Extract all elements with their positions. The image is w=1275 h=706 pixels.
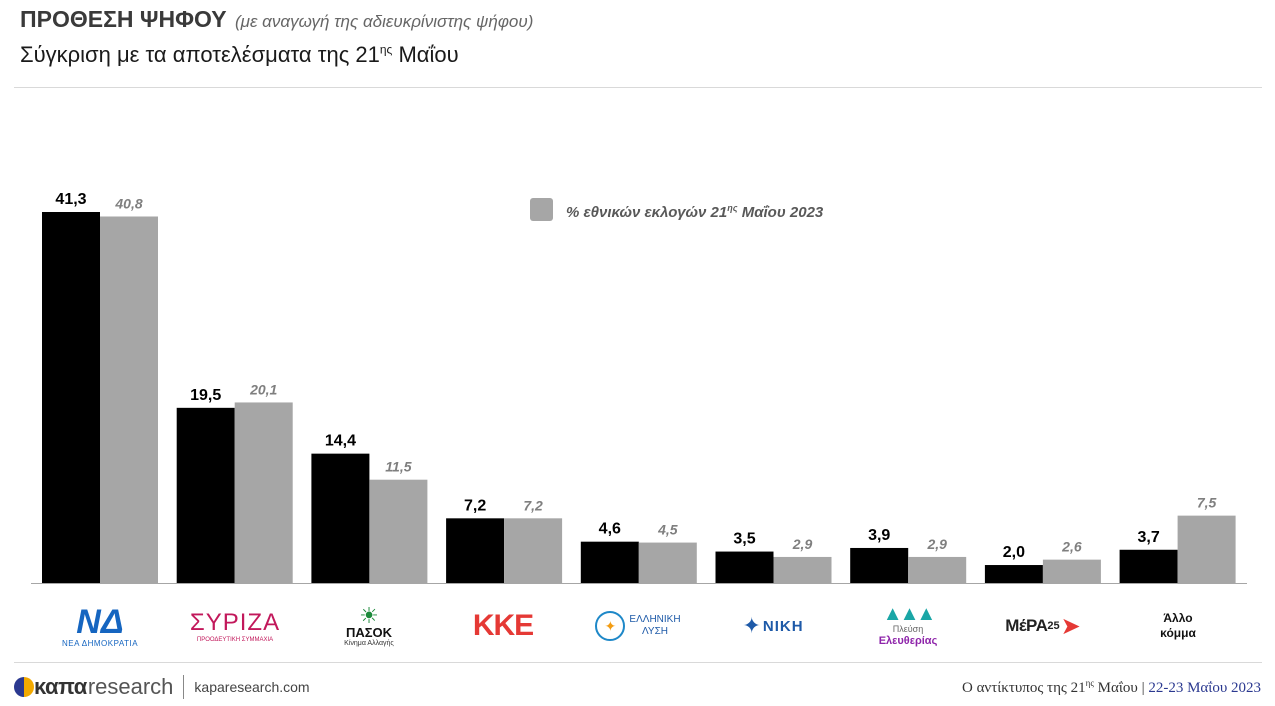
sails-icon: ▲▲▲ xyxy=(882,603,936,625)
brand-name-light: research xyxy=(87,674,174,699)
data-label-election-4: 4,5 xyxy=(657,522,678,538)
data-label-poll-1: 19,5 xyxy=(190,387,221,404)
logo-syriza: ΣΥΡΙΖΑ ΠΡΟΟΔΕΥΤΙΚΗ ΣΥΜΜΑΧΙΑ xyxy=(175,596,295,656)
bar-poll-2 xyxy=(311,453,370,583)
header-divider xyxy=(14,87,1262,88)
mera-mark: ΜέΡΑ xyxy=(1005,616,1048,635)
subtitle-sup: ης xyxy=(379,42,393,57)
brand-name-bold: καπα xyxy=(34,674,87,699)
pasok-text: Κίνημα Αλλαγής xyxy=(344,639,394,647)
syriza-mark: ΣΥΡΙΖΑ xyxy=(189,609,281,636)
bar-election-0 xyxy=(100,216,158,584)
el-line2: ΛΥΣΗ xyxy=(641,626,668,637)
legend-label-end: Μαΐου 2023 xyxy=(738,204,824,221)
bar-election-5 xyxy=(773,556,832,583)
niki-mark: ΝΙΚΗ xyxy=(762,617,804,635)
logo-other: Άλλο κόμμα xyxy=(1118,596,1238,656)
data-label-election-5: 2,9 xyxy=(792,536,813,552)
el-line1: ΕΛΛΗΝΙΚΗ xyxy=(629,614,681,625)
footer-note-main: Ο αντίκτυπος της 21 xyxy=(961,680,1086,696)
mera-num: 25 xyxy=(1047,620,1060,632)
chart-subtitle: Σύγκριση με τα αποτελέσματα της 21ης Μαΐ… xyxy=(20,42,459,68)
footer-brand: καπα research kaparesearch.com xyxy=(14,672,310,702)
bar-election-7 xyxy=(1042,559,1101,583)
data-label-poll-8: 3,7 xyxy=(1137,529,1159,546)
logo-elliniki-lysi: ✦ ΕΛΛΗΝΙΚΗ ΛΥΣΗ xyxy=(578,596,698,656)
legend-label-main: % εθνικών εκλογών 21 xyxy=(566,204,727,221)
footer-note-sup: ης xyxy=(1085,678,1094,688)
brand-logo-icon xyxy=(14,677,34,697)
other-line2: κόμμα xyxy=(1160,626,1196,640)
logo-niki: ✦ ΝΙΚΗ xyxy=(713,596,833,656)
plefsi-line2: Ελευθερίας xyxy=(878,635,938,647)
plefsi-line1: Πλεύση xyxy=(892,624,924,634)
bar-poll-8 xyxy=(1119,549,1178,583)
legend-swatch xyxy=(530,198,553,221)
bar-poll-1 xyxy=(176,407,235,583)
chart-title-note: (με αναγωγή της αδιευκρίνιστης ψήφου) xyxy=(235,12,534,31)
bar-poll-4 xyxy=(580,541,639,583)
footer-divider xyxy=(14,662,1262,663)
logo-kke: ΚΚΕ xyxy=(443,596,563,656)
logo-pasok: ☀ ΠΑΣΟΚ Κίνημα Αλλαγής xyxy=(309,596,429,656)
bar-poll-0 xyxy=(42,212,100,583)
bar-election-1 xyxy=(234,402,293,583)
pasok-sun-icon: ☀ xyxy=(359,602,379,628)
data-label-poll-5: 3,5 xyxy=(733,531,755,548)
bar-election-2 xyxy=(369,479,428,583)
legend-label-sup: ης xyxy=(727,203,737,213)
data-label-poll-4: 4,6 xyxy=(599,521,621,538)
subtitle-end: Μαΐου xyxy=(392,42,459,67)
bar-election-8 xyxy=(1177,515,1236,583)
footer-note: Ο αντίκτυπος της 21ης Μαΐου | 22-23 Μαΐο… xyxy=(961,678,1261,696)
brand-separator xyxy=(183,675,185,699)
swoosh-icon: ✦ xyxy=(742,613,761,638)
logo-nd: ΝΔ ΝΕΑ ΔΗΜΟΚΡΑΤΙΑ xyxy=(40,596,160,656)
footer-date: 22-23 Μαΐου 2023 xyxy=(1148,680,1261,696)
logo-mera25: ΜέΡΑ 25 ➤ xyxy=(983,596,1103,656)
bar-poll-3 xyxy=(446,518,505,583)
bar-election-4 xyxy=(638,542,697,583)
data-label-poll-7: 2,0 xyxy=(1003,544,1025,561)
data-label-poll-0: 41,3 xyxy=(55,191,86,208)
footer-note-end: Μαΐου xyxy=(1093,680,1138,696)
bar-election-6 xyxy=(908,556,967,583)
legend-label: % εθνικών εκλογών 21ης Μαΐου 2023 xyxy=(566,203,824,221)
bar-poll-5 xyxy=(715,551,774,583)
nd-mark: ΝΔ xyxy=(76,602,124,641)
data-label-election-7: 2,6 xyxy=(1061,539,1082,555)
bird-icon: ➤ xyxy=(1060,612,1081,640)
brand-url[interactable]: kaparesearch.com xyxy=(194,679,310,695)
nd-text: ΝΕΑ ΔΗΜΟΚΡΑΤΙΑ xyxy=(61,638,139,648)
data-label-election-2: 11,5 xyxy=(385,459,411,475)
other-line1: Άλλο xyxy=(1163,611,1193,625)
data-label-election-1: 20,1 xyxy=(249,381,277,397)
compass-icon: ✦ xyxy=(595,611,626,641)
data-label-poll-2: 14,4 xyxy=(325,433,356,450)
syriza-text: ΠΡΟΟΔΕΥΤΙΚΗ ΣΥΜΜΑΧΙΑ xyxy=(196,637,274,643)
kke-mark: ΚΚΕ xyxy=(472,609,534,642)
data-label-poll-6: 3,9 xyxy=(868,527,890,544)
bar-poll-6 xyxy=(850,547,909,583)
data-label-election-3: 7,2 xyxy=(523,497,543,513)
data-label-election-6: 2,9 xyxy=(926,536,947,552)
bar-election-3 xyxy=(504,518,563,583)
subtitle-main: Σύγκριση με τα αποτελέσματα της 21 xyxy=(20,42,380,67)
data-label-poll-3: 7,2 xyxy=(464,497,486,514)
pasok-mark: ΠΑΣΟΚ xyxy=(345,624,393,640)
chart-title-line: ΠΡΟΘΕΣΗ ΨΗΦΟΥ (με αναγωγή της αδιευκρίνι… xyxy=(20,6,533,33)
data-label-election-8: 7,5 xyxy=(1197,495,1217,511)
chart-title: ΠΡΟΘΕΣΗ ΨΗΦΟΥ xyxy=(20,6,227,32)
data-label-election-0: 40,8 xyxy=(114,195,142,211)
bar-poll-7 xyxy=(984,565,1043,583)
logo-plefsi: ▲▲▲ Πλεύση Ελευθερίας xyxy=(848,596,968,656)
